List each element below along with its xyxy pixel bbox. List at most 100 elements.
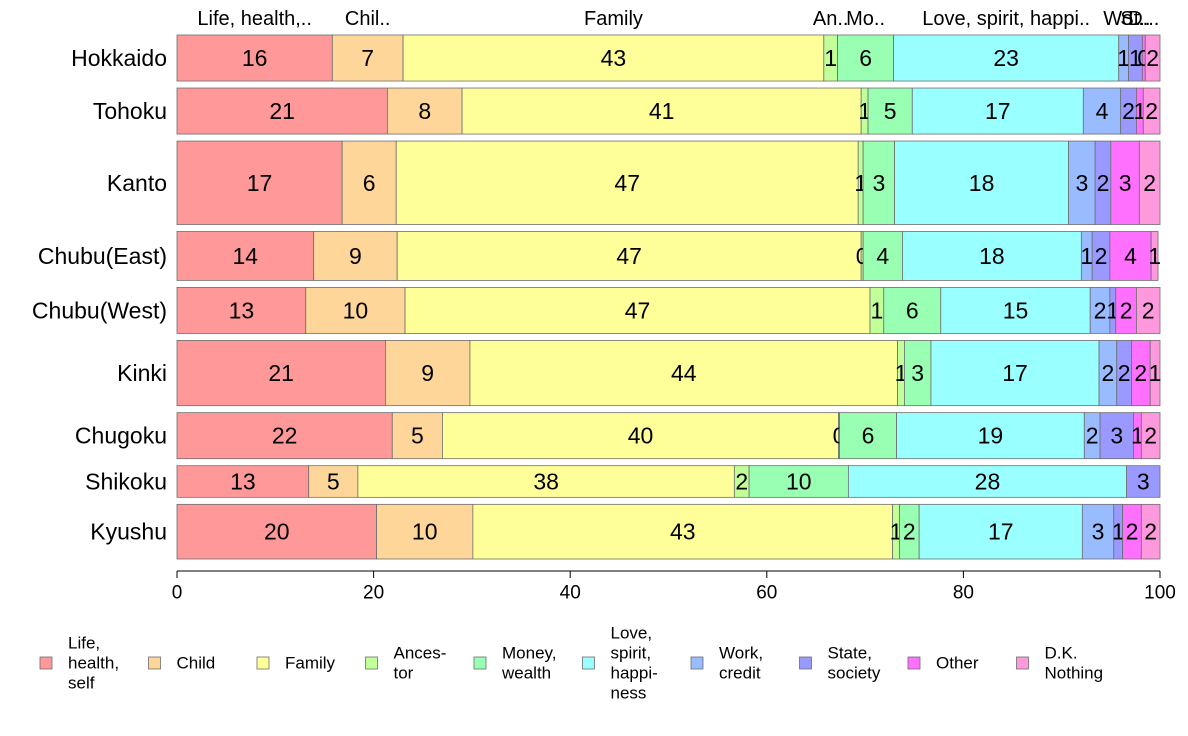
legend-item-family: Family bbox=[256, 654, 336, 673]
bar-row-kyushu: Kyushu 20 10 43 1 2 17 3 1 2 2 bbox=[90, 503, 1161, 560]
bar-value-label: 14 bbox=[233, 243, 259, 269]
bar-segment bbox=[1109, 231, 1152, 281]
legend-label: Nothing bbox=[1045, 664, 1104, 683]
bar-segment bbox=[376, 503, 474, 560]
legend-item-work-credit: Work,credit bbox=[690, 644, 763, 683]
bar-segment bbox=[176, 34, 333, 82]
row-label: Kanto bbox=[107, 170, 167, 196]
top-category-label: D... bbox=[1128, 8, 1159, 30]
bar-segment bbox=[1140, 412, 1161, 460]
top-category-label: Wo.. bbox=[1103, 8, 1144, 30]
bar-value-label: 2 bbox=[1145, 98, 1158, 124]
bar-segment bbox=[930, 340, 1100, 407]
bar-value-label: 17 bbox=[988, 519, 1014, 545]
legend-label: spirit, bbox=[611, 644, 652, 663]
bar-value-label: 3 bbox=[1119, 170, 1132, 196]
bar-value-label: 7 bbox=[361, 45, 374, 71]
bar-value-label: 6 bbox=[906, 297, 919, 323]
bar-value-label: 2 bbox=[1086, 423, 1099, 449]
bar-segment bbox=[918, 503, 1083, 560]
top-category-label: Chil.. bbox=[345, 8, 391, 30]
bar-value-label: 2 bbox=[1144, 519, 1157, 545]
legend-label: wealth bbox=[501, 664, 551, 683]
bar-value-label: 2 bbox=[1126, 519, 1139, 545]
top-category-label: Family bbox=[584, 8, 643, 30]
bar-segment bbox=[176, 231, 315, 281]
bar-value-label: 40 bbox=[628, 423, 654, 449]
bar-value-label: 1 bbox=[1112, 519, 1125, 545]
bar-segment bbox=[305, 287, 406, 334]
bar-value-label: 44 bbox=[671, 360, 697, 386]
bar-row-kinki: Kinki 21 9 44 1 3 17 2 2 2 1 bbox=[117, 340, 1162, 407]
bar-value-label: 47 bbox=[614, 170, 640, 196]
bar-value-label: 18 bbox=[969, 170, 995, 196]
legend-label: Other bbox=[936, 654, 979, 673]
legend-item-money-wealth: Money,wealth bbox=[473, 644, 557, 683]
bar-segment bbox=[893, 34, 1120, 82]
bar-value-label: 2 bbox=[1102, 360, 1115, 386]
bar-value-label: 3 bbox=[911, 360, 924, 386]
bar-value-label: 1 bbox=[1129, 45, 1142, 71]
bar-segment bbox=[176, 340, 386, 407]
bar-value-label: 10 bbox=[412, 519, 438, 545]
bar-value-label: 2 bbox=[903, 519, 916, 545]
bar-value-label: 17 bbox=[247, 170, 273, 196]
bar-value-label: 2 bbox=[735, 469, 748, 495]
legend-swatch bbox=[148, 656, 161, 670]
bar-value-label: 6 bbox=[859, 45, 872, 71]
bar-value-label: 17 bbox=[1002, 360, 1028, 386]
bar-value-label: 3 bbox=[1110, 423, 1123, 449]
legend-label: Love, bbox=[611, 624, 653, 643]
bar-segment bbox=[839, 412, 897, 460]
legend-label: Ances- bbox=[394, 644, 447, 663]
bar-value-label: 21 bbox=[268, 360, 294, 386]
bar-value-label: 15 bbox=[1003, 297, 1029, 323]
bar-value-label: 1 bbox=[1148, 243, 1161, 269]
bar-value-label: 43 bbox=[601, 45, 627, 71]
bar-segment bbox=[1126, 465, 1161, 498]
top-category-label: St.. bbox=[1120, 8, 1150, 30]
legend-item-child: Child bbox=[148, 654, 215, 673]
bar-value-label: 4 bbox=[1124, 243, 1137, 269]
bar-value-label: 1 bbox=[1149, 360, 1162, 386]
bar-value-label: 28 bbox=[975, 469, 1001, 495]
top-category-label: Love, spirit, happi.. bbox=[922, 8, 1090, 30]
bar-row-chubu-west: Chubu(West) 13 10 47 1 6 15 2 1 2 2 bbox=[32, 287, 1161, 334]
bar-value-label: 47 bbox=[616, 243, 642, 269]
bar-segment bbox=[469, 340, 898, 407]
legend-label: self bbox=[68, 674, 95, 693]
bar-value-label: 2 bbox=[1142, 297, 1155, 323]
bar-value-label: 10 bbox=[343, 297, 369, 323]
bar-value-label: 2 bbox=[1134, 360, 1147, 386]
bar-segment bbox=[1138, 140, 1161, 225]
bar-row-chubu-east: Chubu(East) 14 9 47 0 4 18 1 2 4 1 bbox=[38, 231, 1161, 281]
bar-value-label: 2 bbox=[1120, 297, 1133, 323]
legend-label: happi- bbox=[611, 664, 658, 683]
bar-segment bbox=[1140, 503, 1161, 560]
legend-swatch bbox=[473, 656, 487, 670]
bar-segment bbox=[396, 231, 862, 281]
bar-value-label: 6 bbox=[363, 170, 376, 196]
bar-value-label: 21 bbox=[269, 98, 295, 124]
bar-value-label: 41 bbox=[649, 98, 675, 124]
bar-segment bbox=[341, 140, 397, 225]
x-tick-label: 80 bbox=[953, 583, 974, 604]
row-label: Tohoku bbox=[93, 98, 167, 124]
legend-label: tor bbox=[394, 664, 414, 683]
legend-swatch bbox=[907, 656, 921, 670]
bar-value-label: 9 bbox=[421, 360, 434, 386]
bar-segment bbox=[404, 287, 871, 334]
bar-value-label: 20 bbox=[264, 519, 290, 545]
x-tick-label: 100 bbox=[1144, 583, 1176, 604]
legend-swatch bbox=[690, 656, 704, 670]
bar-segment bbox=[911, 87, 1084, 135]
legend: Life,health,self Child Family Ances-tor Mone… bbox=[39, 624, 1104, 703]
bar-value-label: 1 bbox=[1131, 423, 1144, 449]
x-axis: 0 20 40 60 80 100 bbox=[172, 570, 1176, 604]
bar-value-label: 9 bbox=[349, 243, 362, 269]
legend-item-love-spirit-happiness: Love,spirit,happi-ness bbox=[582, 624, 658, 703]
bar-value-label: 2 bbox=[1097, 170, 1110, 196]
legend-label: ness bbox=[611, 684, 647, 703]
